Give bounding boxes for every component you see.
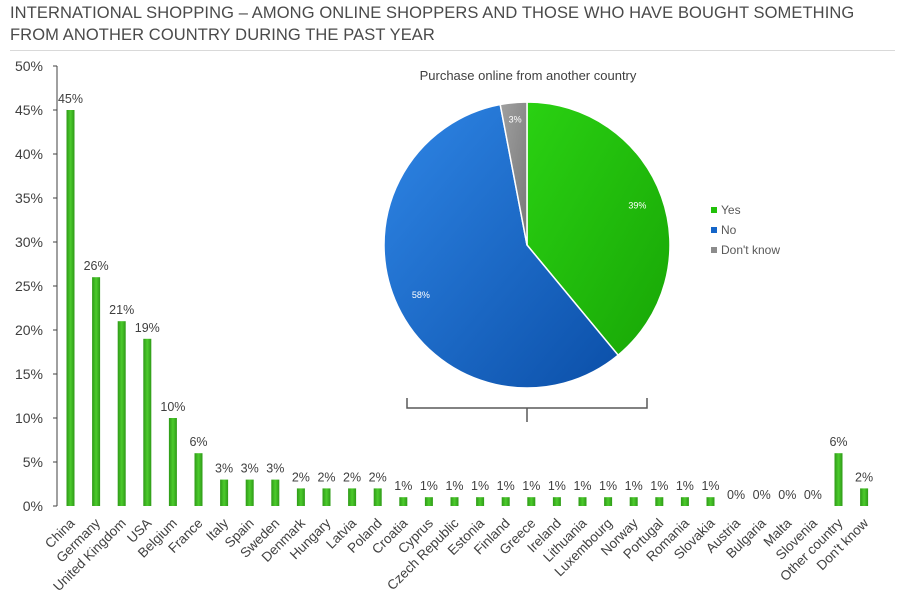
bar	[271, 479, 280, 506]
bar-data-label: 21%	[109, 303, 134, 317]
pie-data-labels: 39% 58% 3%	[412, 115, 646, 300]
pie-slice	[383, 103, 620, 389]
bar	[860, 488, 869, 506]
y-tick-label: 40%	[15, 146, 43, 162]
y-tick-label: 15%	[15, 366, 43, 382]
bar	[424, 497, 433, 506]
bar	[552, 497, 561, 506]
pie-data-label: 39%	[628, 200, 646, 210]
bar	[348, 488, 357, 506]
bar-data-label: 0%	[804, 488, 822, 502]
bar-data-label: 6%	[189, 435, 207, 449]
y-tick-label: 25%	[15, 278, 43, 294]
y-tick-label: 45%	[15, 102, 43, 118]
bar-data-label: 1%	[599, 479, 617, 493]
bar	[629, 497, 638, 506]
bar	[578, 497, 587, 506]
y-tick-label: 35%	[15, 190, 43, 206]
bar	[92, 277, 101, 506]
bar	[450, 497, 459, 506]
bar-data-label: 1%	[573, 479, 591, 493]
bar	[834, 453, 843, 506]
pie-title: Purchase online from another country	[420, 68, 637, 83]
chart-title: INTERNATIONAL SHOPPING – AMONG ONLINE SH…	[10, 4, 855, 44]
pie-data-label: 58%	[412, 290, 430, 300]
bar-data-label: 2%	[855, 470, 873, 484]
bar	[168, 418, 177, 506]
bar-data-label: 1%	[625, 479, 643, 493]
bar-data-label: 0%	[778, 488, 796, 502]
bar-data-label: 2%	[369, 470, 387, 484]
bar-data-label: 45%	[58, 92, 83, 106]
bar	[527, 497, 536, 506]
bar-data-label: 1%	[420, 479, 438, 493]
bar	[399, 497, 408, 506]
y-tick-label: 10%	[15, 410, 43, 426]
y-tick-label: 0%	[23, 498, 43, 514]
bar	[706, 497, 715, 506]
bar	[296, 488, 305, 506]
bar	[373, 488, 382, 506]
pie-slice	[526, 101, 671, 357]
pie-chart: Purchase online from another country 39%…	[383, 68, 780, 422]
y-axis-ticks: 0% 5% 10% 15% 20% 25% 30% 35% 40% 45% 50%	[15, 58, 57, 514]
bar-data-label: 2%	[343, 470, 361, 484]
bar-data-label: 1%	[522, 479, 540, 493]
bar-data-label: 3%	[241, 462, 259, 476]
bar-data-label: 1%	[676, 479, 694, 493]
pie-slices	[383, 101, 671, 389]
bar	[117, 321, 126, 506]
bar-data-label: 3%	[266, 462, 284, 476]
y-tick-label: 20%	[15, 322, 43, 338]
bar-data-label: 1%	[471, 479, 489, 493]
legend-label: Yes	[721, 203, 741, 217]
legend-swatch	[711, 227, 717, 233]
bar-data-label: 1%	[445, 479, 463, 493]
y-tick-label: 50%	[15, 58, 43, 74]
bar-data-label: 19%	[135, 321, 160, 335]
y-tick-label: 30%	[15, 234, 43, 250]
bar	[476, 497, 485, 506]
bar-data-label: 1%	[650, 479, 668, 493]
bar-data-label: 1%	[548, 479, 566, 493]
pie-legend: Yes No Don't know	[711, 203, 780, 257]
bar-data-labels: 45% 26% 21%19% 10% 6% 3% 3% 3% 2% 2% 2% 2% 1% 1% 1% 1% 1…	[58, 92, 873, 502]
bar	[655, 497, 664, 506]
bar-data-label: 6%	[829, 435, 847, 449]
bar-data-label: 0%	[753, 488, 771, 502]
bar	[66, 110, 75, 506]
pie-data-label: 3%	[509, 115, 522, 125]
bar-data-label: 2%	[317, 470, 335, 484]
bar-data-label: 2%	[292, 470, 310, 484]
bar	[680, 497, 689, 506]
legend-label: Don't know	[721, 243, 780, 257]
legend-swatch	[711, 207, 717, 213]
bar	[220, 479, 229, 506]
bar-data-label: 10%	[160, 400, 185, 414]
pie-slice	[499, 101, 528, 246]
y-tick-label: 5%	[23, 454, 43, 470]
pie-bracket	[406, 398, 648, 422]
bar	[501, 497, 510, 506]
bar	[143, 338, 152, 506]
bar-data-label: 3%	[215, 462, 233, 476]
title-divider	[10, 50, 895, 51]
bar-data-label: 1%	[701, 479, 719, 493]
bar-data-label: 26%	[84, 259, 109, 273]
bar-series	[66, 110, 869, 506]
legend-swatch	[711, 247, 717, 253]
bar	[604, 497, 613, 506]
bar	[194, 453, 203, 506]
legend-label: No	[721, 223, 737, 237]
bar-data-label: 0%	[727, 488, 745, 502]
bar	[245, 479, 254, 506]
bar	[322, 488, 331, 506]
bar-data-label: 1%	[497, 479, 515, 493]
bar-data-label: 1%	[394, 479, 412, 493]
